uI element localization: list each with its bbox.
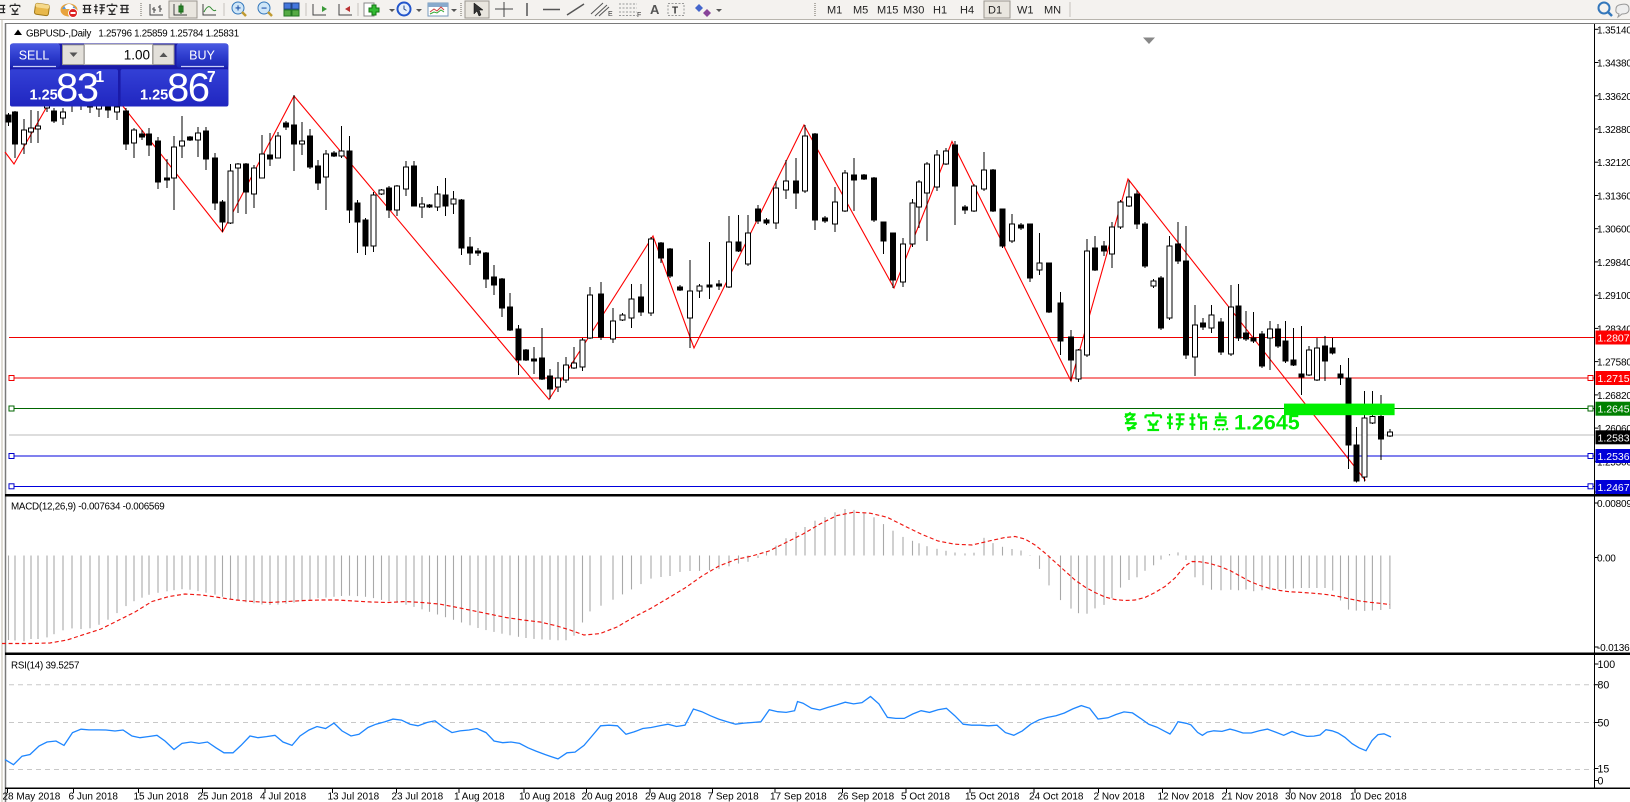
svg-text:M15: M15 — [877, 5, 898, 17]
svg-text:1.00: 1.00 — [124, 47, 150, 62]
svg-text:1.32880: 1.32880 — [1597, 125, 1630, 136]
svg-text:RSI(14) 39.5257: RSI(14) 39.5257 — [11, 661, 79, 672]
svg-text:4 Jul 2018: 4 Jul 2018 — [260, 792, 307, 802]
svg-text:1.25831: 1.25831 — [1598, 432, 1630, 444]
svg-text:1.33620: 1.33620 — [1597, 92, 1630, 103]
svg-text:H1: H1 — [933, 5, 947, 17]
svg-text:MACD(12,26,9) -0.007634 -0.006: MACD(12,26,9) -0.007634 -0.006569 — [11, 502, 165, 513]
svg-text:1.35140: 1.35140 — [1597, 25, 1630, 36]
svg-text:1.25: 1.25 — [30, 88, 58, 104]
svg-text:1 Aug 2018: 1 Aug 2018 — [454, 792, 505, 802]
svg-text:24 Oct 2018: 24 Oct 2018 — [1029, 792, 1084, 802]
svg-text:1.28340: 1.28340 — [1597, 324, 1630, 335]
svg-text:1.27580: 1.27580 — [1597, 358, 1630, 369]
svg-text:T: T — [672, 6, 678, 17]
svg-text:1.2645: 1.2645 — [1234, 411, 1300, 435]
svg-text:M5: M5 — [853, 5, 868, 17]
svg-text:1.29100: 1.29100 — [1597, 291, 1630, 302]
svg-text:10 Aug 2018: 10 Aug 2018 — [519, 792, 576, 802]
svg-text:M30: M30 — [903, 5, 924, 17]
svg-text:1: 1 — [96, 69, 105, 86]
svg-text:1.32120: 1.32120 — [1597, 158, 1630, 169]
svg-text:23 Jul 2018: 23 Jul 2018 — [392, 792, 444, 802]
svg-text:13 Jul 2018: 13 Jul 2018 — [328, 792, 380, 802]
svg-text:F: F — [637, 12, 641, 19]
svg-text:-0.01363: -0.01363 — [1597, 643, 1630, 654]
svg-text:25 Jun 2018: 25 Jun 2018 — [198, 792, 253, 802]
svg-text:20 Aug 2018: 20 Aug 2018 — [582, 792, 639, 802]
svg-text:H4: H4 — [960, 5, 974, 17]
svg-text:80: 80 — [1598, 680, 1610, 692]
svg-text:1.30600: 1.30600 — [1597, 225, 1630, 236]
svg-text:1.25: 1.25 — [140, 88, 168, 104]
svg-text:W1: W1 — [1017, 5, 1034, 17]
svg-text:7: 7 — [207, 69, 216, 86]
svg-text:E: E — [608, 11, 613, 18]
svg-text:1.34380: 1.34380 — [1597, 59, 1630, 70]
svg-text:1.27155: 1.27155 — [1598, 373, 1630, 385]
svg-text:−: − — [261, 4, 267, 15]
svg-text:21 Nov 2018: 21 Nov 2018 — [1222, 792, 1279, 802]
svg-text:28 May 2018: 28 May 2018 — [3, 792, 61, 802]
svg-text:50: 50 — [1598, 718, 1610, 730]
svg-text:86: 86 — [167, 66, 209, 110]
svg-text:GBPUSD-,Daily 1.25796 1.2585: GBPUSD-,Daily 1.25796 1.25859 1.25784 1.… — [26, 29, 239, 40]
svg-text:1.26458: 1.26458 — [1598, 404, 1630, 416]
svg-text:15: 15 — [1598, 764, 1610, 776]
svg-text:1.26060: 1.26060 — [1597, 424, 1630, 435]
svg-text:1.24672: 1.24672 — [1598, 482, 1630, 494]
svg-text:1.29840: 1.29840 — [1597, 258, 1630, 269]
svg-text:0: 0 — [1598, 776, 1604, 788]
svg-text:M1: M1 — [827, 5, 842, 17]
svg-text:1.26820: 1.26820 — [1597, 391, 1630, 402]
svg-text:17 Sep 2018: 17 Sep 2018 — [770, 792, 827, 802]
svg-text:10 Dec 2018: 10 Dec 2018 — [1350, 792, 1407, 802]
svg-text:7 Sep 2018: 7 Sep 2018 — [708, 792, 760, 802]
svg-text:30 Nov 2018: 30 Nov 2018 — [1285, 792, 1342, 802]
svg-text:1.25369: 1.25369 — [1598, 451, 1630, 463]
svg-text:5 Oct 2018: 5 Oct 2018 — [901, 792, 950, 802]
svg-text:6 Jun 2018: 6 Jun 2018 — [69, 792, 119, 802]
svg-text:A: A — [650, 2, 660, 17]
svg-text:29 Aug 2018: 29 Aug 2018 — [645, 792, 702, 802]
svg-text:1.31360: 1.31360 — [1597, 192, 1630, 203]
svg-text:0.00809: 0.00809 — [1597, 499, 1630, 510]
svg-text:26 Sep 2018: 26 Sep 2018 — [838, 792, 895, 802]
svg-text:SELL: SELL — [19, 49, 50, 63]
svg-text:100: 100 — [1598, 659, 1616, 671]
svg-text:D1: D1 — [988, 5, 1002, 17]
svg-text:+: + — [235, 4, 241, 15]
svg-text:83: 83 — [56, 66, 98, 110]
svg-text:0.00: 0.00 — [1597, 554, 1616, 565]
svg-text:15 Jun 2018: 15 Jun 2018 — [134, 792, 189, 802]
svg-text:2 Nov 2018: 2 Nov 2018 — [1094, 792, 1146, 802]
svg-text:15 Oct 2018: 15 Oct 2018 — [965, 792, 1020, 802]
svg-text:MN: MN — [1044, 5, 1061, 17]
svg-text:BUY: BUY — [189, 49, 215, 63]
svg-text:12 Nov 2018: 12 Nov 2018 — [1158, 792, 1215, 802]
